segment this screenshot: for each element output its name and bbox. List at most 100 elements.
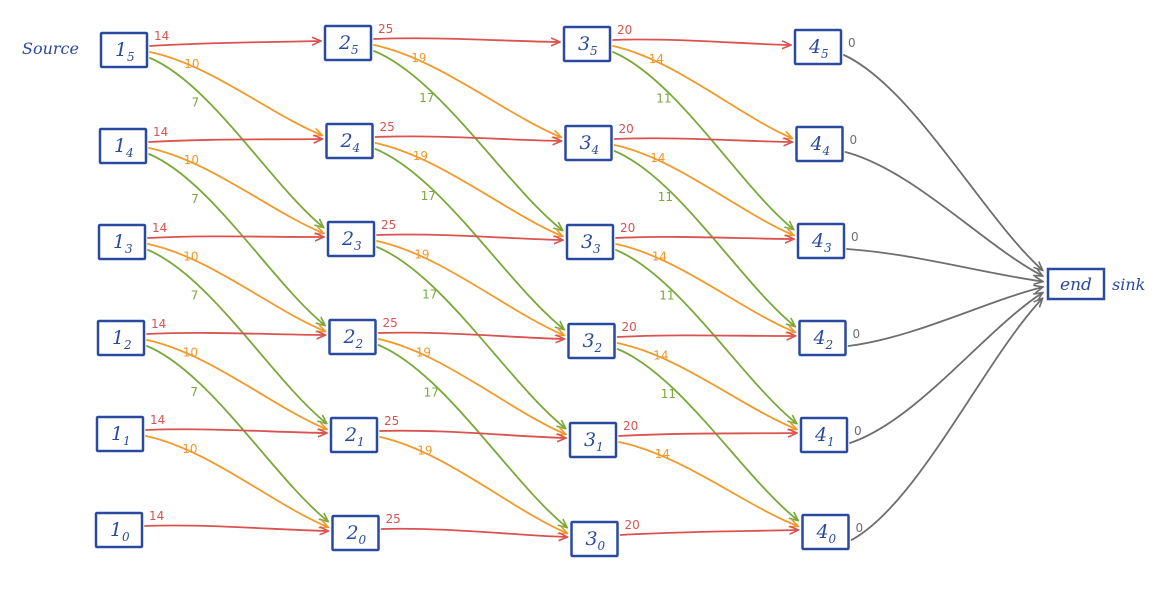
edge-1_3-to-2_2 (147, 243, 325, 331)
edge-weight-2_2-to-3_2: 25 (383, 316, 398, 330)
nodes-layer: 1 51 41 31 21 11 02 52 42 32 22 12 03 53 43 33 23 13 04 54 4… (94, 24, 1106, 558)
edge-3_3-to-4_1 (615, 249, 796, 423)
edge-2_5-to-3_5 (373, 38, 559, 42)
edge-weight-3_5-to-4_3: 11 (656, 91, 671, 105)
edge-3_0-to-4_0 (619, 530, 798, 536)
edge-2_2-to-3_0 (377, 344, 567, 527)
edge-2_4-to-3_3 (374, 142, 563, 236)
edge-1_1-to-2_0 (145, 435, 328, 527)
node-box-2_4 (325, 122, 374, 160)
node-label-4_4: 4 (810, 133, 823, 155)
edge-weight-3_5-to-4_4: 14 (649, 52, 664, 66)
edge-weight-3_4-to-4_3: 14 (650, 151, 665, 165)
node-subscript-3_0: 0 (598, 539, 606, 553)
node-box-3_4 (564, 124, 613, 162)
edge-weight-2_0-to-3_0: 25 (386, 512, 401, 526)
node-label-3_3: 3 (581, 231, 593, 253)
node-box-end (1046, 267, 1106, 301)
edge-4_5-to-end (843, 54, 1042, 270)
node-box-2_1 (329, 416, 379, 454)
node-label-1_5: 1 (115, 39, 127, 61)
node-label-2_3: 2 (341, 228, 354, 250)
node-label-4_2: 4 (813, 327, 826, 349)
node-subscript-4_3: 3 (824, 241, 832, 255)
edge-3_2-to-4_0 (616, 348, 798, 520)
node-box-4_1 (799, 416, 849, 454)
node-label-2_2: 2 (343, 326, 356, 348)
edge-1_1-to-2_1 (145, 429, 326, 433)
node-box-1_0 (94, 511, 144, 549)
edge-2_2-to-3_2 (377, 331, 564, 339)
edge-2_1-to-3_0 (379, 436, 567, 533)
edge-weight-3_4-to-4_2: 11 (658, 190, 673, 204)
node-box-4_5 (793, 28, 843, 66)
edge-1_4-to-2_2 (148, 153, 325, 325)
edge-2_3-to-3_2 (376, 240, 564, 335)
edge-weight-1_4-to-2_3: 10 (184, 153, 199, 167)
edge-weight-3_2-to-4_2: 20 (622, 320, 637, 334)
edge-1_2-to-2_2 (146, 333, 325, 335)
edge-weight-3_3-to-4_1: 11 (659, 288, 674, 302)
edge-2_4-to-3_4 (374, 135, 561, 141)
node-subscript-1_3: 3 (125, 242, 133, 256)
node-label-4_1: 4 (814, 424, 827, 446)
edge-1_4-to-2_4 (148, 139, 322, 142)
source-label: Source (22, 39, 79, 58)
edge-2_5-to-3_4 (373, 44, 561, 137)
edge-weight-2_5-to-3_3: 17 (419, 91, 434, 105)
node-subscript-1_2: 2 (123, 338, 132, 352)
node-label-2_0: 2 (346, 522, 359, 544)
edge-3_1-to-4_1 (618, 433, 796, 436)
edge-4_1-to-end (849, 293, 1042, 444)
edge-3_4-to-4_4 (613, 138, 792, 142)
edge-weight-1_1-to-2_0: 10 (182, 442, 197, 456)
edge-3_4-to-4_2 (613, 150, 795, 326)
node-subscript-3_3: 3 (593, 242, 601, 256)
edge-2_5-to-3_3 (373, 50, 562, 230)
node-subscript-2_3: 3 (354, 239, 362, 253)
edge-weight-4_0-to-end: 0 (856, 521, 864, 535)
node-box-1_4 (98, 127, 148, 165)
edge-weight-3_1-to-4_0: 14 (655, 447, 670, 461)
edge-weight-3_1-to-4_1: 20 (623, 419, 638, 433)
node-box-3_3 (565, 223, 615, 261)
node-subscript-2_0: 0 (359, 533, 367, 547)
edge-3_1-to-4_0 (618, 441, 798, 526)
edges-layer: 1410714107141071410714101425191725191725… (144, 22, 1043, 541)
edge-weight-3_4-to-4_4: 20 (619, 122, 634, 136)
edge-4_0-to-end (850, 299, 1043, 541)
node-label-3_0: 3 (586, 528, 598, 550)
node-label-4_3: 4 (811, 230, 824, 252)
edge-1_2-to-2_0 (146, 345, 328, 521)
node-subscript-1_4: 4 (125, 146, 134, 160)
edge-weight-2_5-to-3_4: 19 (411, 51, 426, 65)
edge-1_2-to-2_1 (146, 339, 326, 429)
edge-weight-1_5-to-2_4: 10 (184, 57, 199, 71)
edge-weight-1_0-to-2_0: 14 (149, 509, 164, 523)
edge-3_2-to-4_1 (616, 342, 797, 429)
node-end: end (1046, 267, 1106, 301)
edge-weight-3_5-to-4_5: 20 (617, 23, 632, 37)
node-box-1_3 (97, 223, 147, 261)
edge-2_4-to-3_2 (374, 148, 564, 329)
edge-weight-2_4-to-3_4: 25 (380, 120, 395, 134)
edge-weight-3_2-to-4_1: 14 (653, 348, 668, 362)
node-box-2_5 (323, 24, 373, 62)
edge-weight-4_3-to-end: 0 (851, 230, 859, 244)
edge-weight-2_1-to-3_1: 25 (384, 414, 399, 428)
node-subscript-4_0: 0 (829, 532, 837, 546)
node-subscript-2_2: 2 (355, 337, 364, 351)
